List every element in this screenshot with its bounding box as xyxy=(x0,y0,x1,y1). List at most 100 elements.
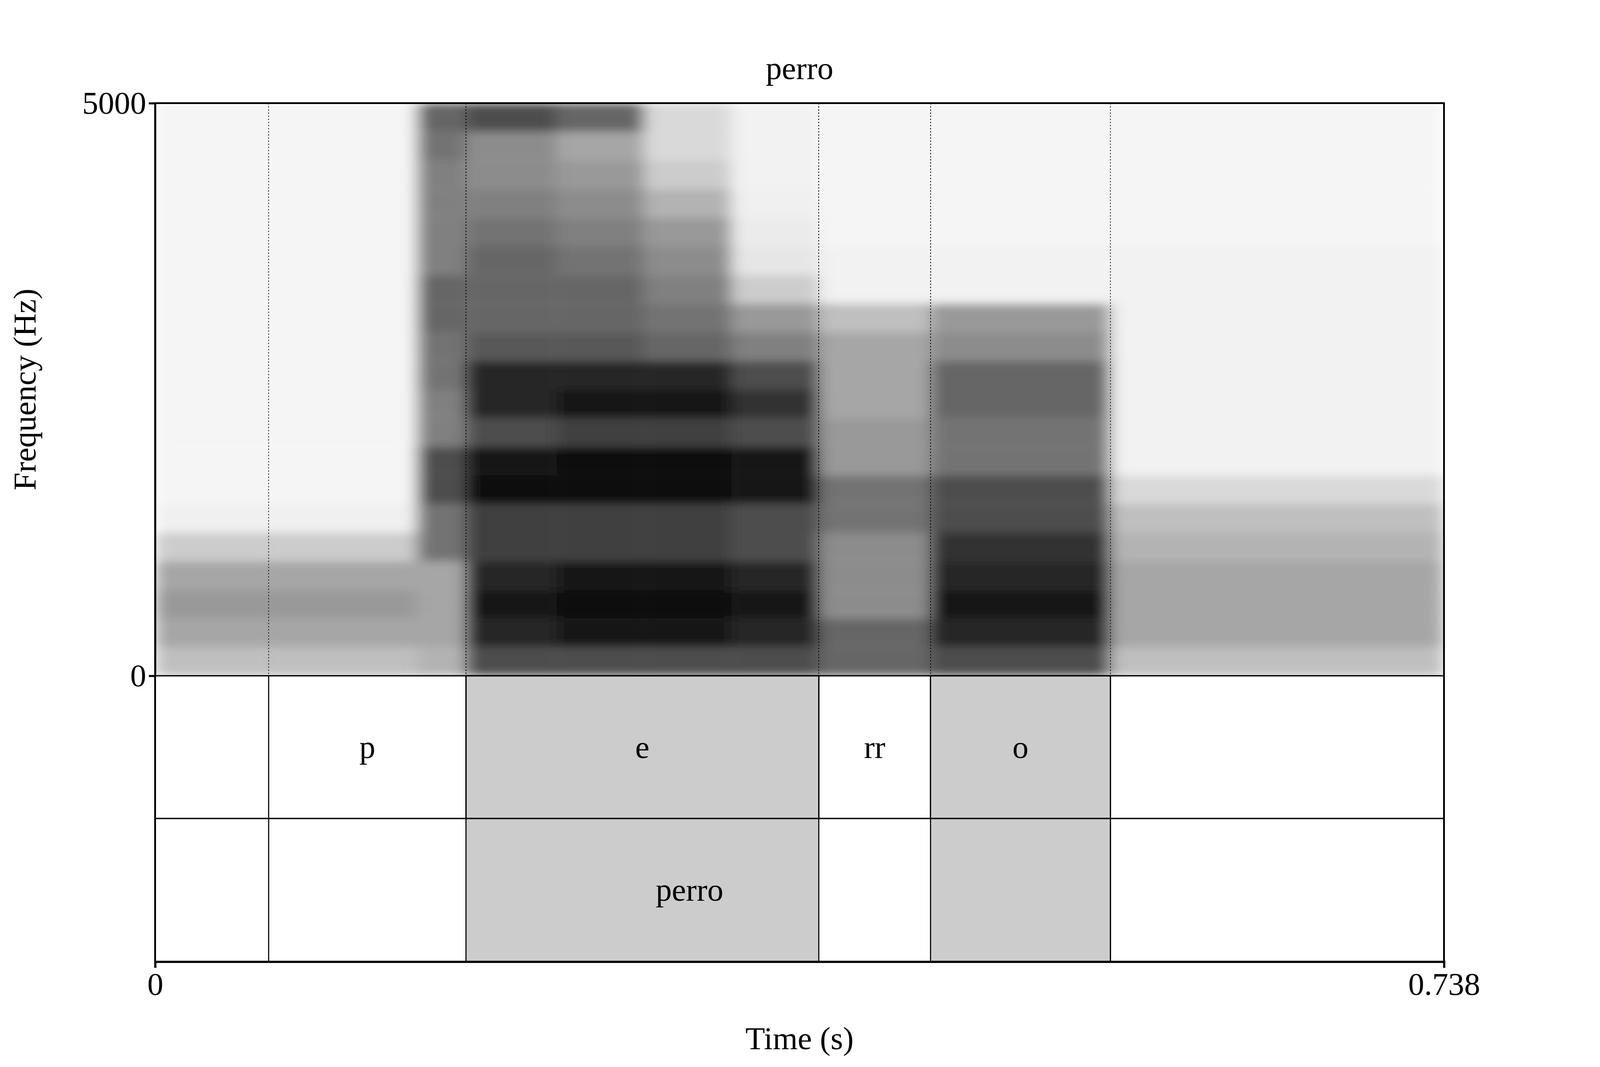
frame xyxy=(155,103,1444,962)
interval-label: p xyxy=(359,729,376,765)
interval-label: o xyxy=(1012,729,1029,765)
spectrogram-cell xyxy=(268,246,417,275)
spectrogram-cell xyxy=(1110,618,1444,647)
spectrogram-cell xyxy=(416,389,466,418)
spectrogram-cell xyxy=(930,360,1111,390)
tier-boundary xyxy=(818,675,820,819)
x-axis-title: Time (s) xyxy=(745,1020,854,1056)
spectrogram-cell xyxy=(731,618,819,647)
spectrogram-cell xyxy=(416,504,466,533)
spectrogram-cell xyxy=(1110,246,1444,275)
spectrogram-cell xyxy=(930,332,1111,361)
spectrogram-cell xyxy=(416,532,466,561)
spectrogram-cell xyxy=(268,217,417,247)
spectrogram-cell xyxy=(644,589,732,619)
spectrogram-cell xyxy=(930,417,1111,447)
tier-boundary xyxy=(1109,818,1112,962)
spectrogram-cell xyxy=(416,303,466,332)
spectrogram-cell xyxy=(155,303,269,332)
spectrogram-cell xyxy=(818,332,931,361)
spectrogram-cell xyxy=(416,618,466,647)
spectrogram-cell xyxy=(1110,188,1444,218)
spectrogram-cell xyxy=(818,389,931,418)
spectrogram-cell xyxy=(644,618,732,647)
spectrogram-cell xyxy=(644,647,732,676)
spectrogram-cell xyxy=(930,475,1111,504)
spectrogram-cell xyxy=(416,360,466,390)
spectrogram-cell xyxy=(416,131,466,160)
spectrogram-cell xyxy=(556,389,644,418)
spectrogram-cell xyxy=(731,560,819,590)
tick: 5000 xyxy=(82,85,156,121)
chart: perroperro0500000.738perroTime (s)Freque… xyxy=(0,0,1600,1067)
spectrogram-cell xyxy=(1110,160,1444,189)
spectrogram-cell xyxy=(556,332,644,361)
spectrogram-cell xyxy=(465,217,557,247)
spectrogram-cell xyxy=(268,131,417,160)
spectrogram-cell xyxy=(155,160,269,189)
spectrogram-cell xyxy=(818,589,931,619)
boundary-dotted xyxy=(930,103,932,676)
spectrogram-cell xyxy=(1110,417,1444,447)
spectrogram-cell xyxy=(416,475,466,504)
spectrogram-cell xyxy=(465,246,557,275)
spectrogram-cell xyxy=(1110,504,1444,533)
spectrogram-cell xyxy=(731,103,819,132)
spectrogram-cell xyxy=(644,360,732,390)
spectrogram-cell xyxy=(416,589,466,619)
spectrogram-cell xyxy=(818,246,931,275)
spectrogram-cell xyxy=(930,532,1111,561)
spectrogram-cell xyxy=(818,618,931,647)
spectrogram-cell xyxy=(644,103,732,132)
spectrogram-cell xyxy=(416,274,466,304)
tier-boundary xyxy=(1109,675,1112,819)
spectrogram-cell xyxy=(818,217,931,247)
spectrogram-cell xyxy=(818,647,931,676)
spectrogram-cell xyxy=(465,560,557,590)
boundary-dotted xyxy=(930,103,932,676)
spectrogram-cell xyxy=(644,332,732,361)
spectrogram-cell xyxy=(556,217,644,247)
spectrogram-cell xyxy=(155,246,269,275)
spectrogram-cell xyxy=(1110,389,1444,418)
title: perro xyxy=(765,50,834,87)
spectrogram-cell xyxy=(268,560,417,590)
interval-label: perro xyxy=(655,872,724,908)
spectrogram-cell xyxy=(268,360,417,390)
spectrogram-cell xyxy=(644,446,732,476)
spectrogram-cell xyxy=(930,389,1111,418)
spectrogram-cell xyxy=(556,188,644,218)
spectrogram-cell xyxy=(556,647,644,676)
spectrogram-cell xyxy=(155,188,269,218)
spectrogram-cell xyxy=(556,160,644,189)
spectrogram-cell xyxy=(155,332,269,361)
spectrogram-cell xyxy=(268,417,417,447)
spectrogram-cell xyxy=(644,389,732,418)
spectrogram-cell xyxy=(930,589,1111,619)
spectrogram-cell xyxy=(930,160,1111,189)
spectrogram-cell xyxy=(930,303,1111,332)
spectrogram-cell xyxy=(155,446,269,476)
tier-boundary xyxy=(929,675,932,819)
spectrogram-cell xyxy=(731,532,819,561)
spectrogram-cell xyxy=(731,160,819,189)
spectrogram-cell xyxy=(930,217,1111,247)
spectrogram-cell xyxy=(268,618,417,647)
spectrogram-cell xyxy=(731,360,819,390)
spectrogram-cell xyxy=(155,475,269,504)
tier-boundary xyxy=(268,675,270,819)
spectrogram-cell xyxy=(268,647,417,676)
spectrogram-cell xyxy=(155,504,269,533)
spectrogram-cell xyxy=(465,446,557,476)
spectrogram-cell xyxy=(416,103,466,132)
spectrogram-cell xyxy=(416,446,466,476)
spectrogram-cell xyxy=(556,618,644,647)
tiers: perroperro xyxy=(268,103,1111,962)
spectrogram-cell xyxy=(556,360,644,390)
spectrogram-cell xyxy=(465,274,557,304)
spectrogram-cell xyxy=(818,188,931,218)
y-axis-title: Frequency (Hz) xyxy=(7,288,43,491)
spectrogram-cell xyxy=(930,246,1111,275)
spectrogram-cell xyxy=(465,131,557,160)
spectrogram-cell xyxy=(268,160,417,189)
